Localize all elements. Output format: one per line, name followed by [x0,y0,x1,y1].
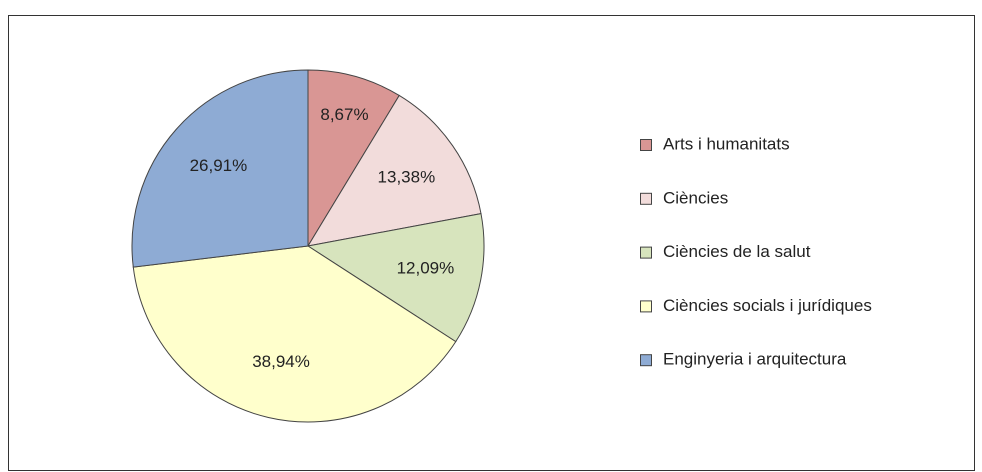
legend-label: Arts i humanitats [663,134,790,153]
data-label: 8,67% [320,105,368,124]
legend-swatch [640,192,652,205]
legend-swatch [640,354,652,367]
data-label: 38,94% [252,352,310,371]
pie-slice [306,94,482,247]
data-label: 12,09% [397,259,455,278]
legend-label: Ciències [663,188,728,207]
pie-slice [132,245,457,423]
legend-label: Enginyeria i arquitectura [663,350,847,369]
data-label: 13,38% [378,167,436,186]
pie-slice [131,69,309,268]
legend-label: Ciències de la salut [663,242,811,261]
data-label: 26,91% [190,156,248,175]
pie-slice [306,213,485,343]
legend-label: Ciències socials i jurídiques [663,296,872,315]
pie-slice [307,69,400,248]
legend-swatch [640,246,652,259]
legend-swatch [640,139,652,151]
legend-swatch [640,300,652,313]
